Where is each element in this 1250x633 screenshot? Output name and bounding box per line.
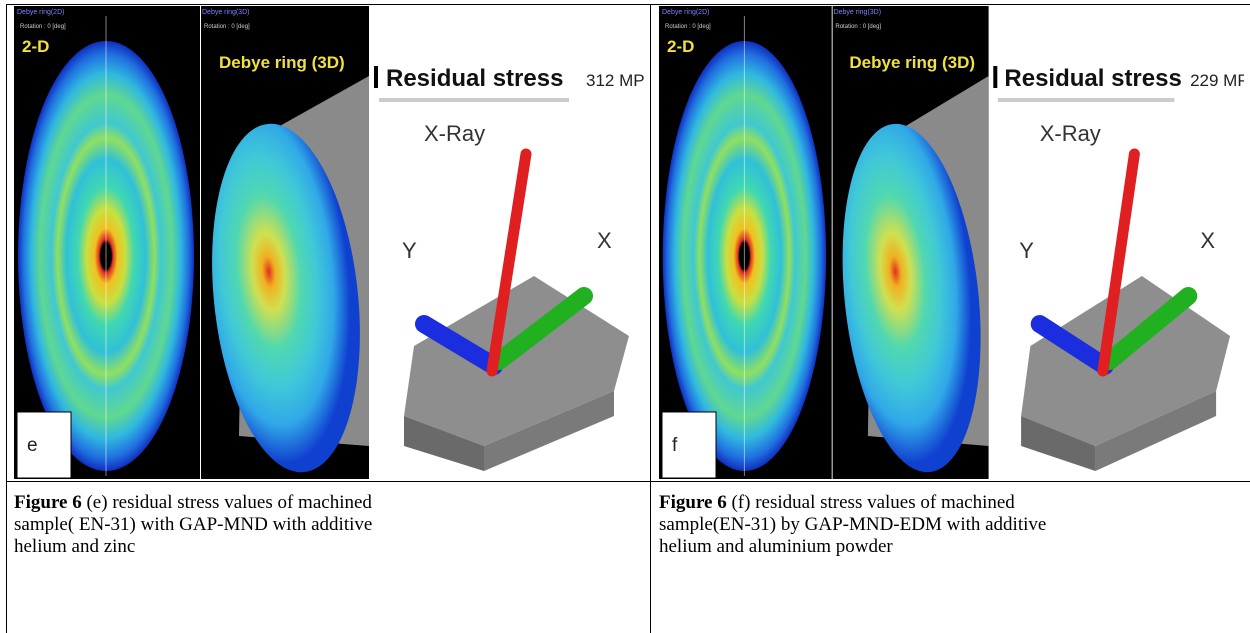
stress-value: 312 MPa: [586, 71, 644, 90]
underline: [379, 98, 569, 102]
panel-tag: f: [672, 435, 678, 456]
small-label: Debye ring(2D): [662, 9, 709, 16]
small-label: Rotation : 0 [deg]: [835, 24, 881, 30]
table-border: [6, 481, 1250, 482]
axis-label: Y: [1019, 238, 1034, 263]
axis-label: X-Ray: [424, 121, 485, 146]
caption-label: Figure 6: [14, 492, 82, 513]
caption-label: Figure 6: [659, 492, 727, 513]
stress-value: 229 MPa: [1190, 71, 1244, 90]
figure-caption: Figure 6 (e) residual stress values of m…: [14, 492, 424, 558]
axis-label: X: [1200, 228, 1215, 253]
view-label: Debye ring (3D): [849, 53, 975, 72]
panel-tag: e: [27, 435, 38, 456]
small-label: Rotation : 0 [deg]: [665, 24, 711, 30]
view-label: 2-D: [22, 37, 49, 56]
axis-label: X: [597, 228, 612, 253]
small-label: Debye ring(2D): [17, 9, 64, 16]
heading-bar: [993, 66, 997, 88]
figure-image: Debye ring(2D) Rotation : 0 [deg] 2-D De…: [14, 6, 644, 479]
figure: Debye ring(2D) Rotation : 0 [deg] 2-D De…: [14, 6, 644, 479]
heading-bar: [374, 66, 378, 88]
view-label: Debye ring (3D): [219, 53, 345, 72]
tag-box: [17, 412, 71, 478]
figure-caption: Figure 6 (f) residual stress values of m…: [659, 492, 1089, 558]
figure: Debye ring(2D) Rotation : 0 [deg] 2-D De…: [659, 6, 1244, 479]
small-label: Debye ring(3D): [834, 9, 881, 16]
heading: Residual stress: [1004, 65, 1181, 92]
tag-box: [662, 412, 716, 478]
small-label: Rotation : 0 [deg]: [20, 24, 66, 30]
underline: [998, 98, 1174, 102]
table-border: [650, 4, 651, 633]
table-border: [6, 4, 7, 633]
axis-label: Y: [402, 238, 417, 263]
figure-image: Debye ring(2D) Rotation : 0 [deg] 2-D De…: [659, 6, 1244, 479]
document: Debye ring(2D) Rotation : 0 [deg] 2-D De…: [0, 0, 1250, 633]
axis-label: X-Ray: [1040, 121, 1101, 146]
small-label: Debye ring(3D): [202, 9, 249, 16]
view-label: 2-D: [667, 37, 694, 56]
heading: Residual stress: [386, 65, 563, 92]
small-label: Rotation : 0 [deg]: [204, 24, 250, 30]
table-border: [6, 4, 1250, 5]
